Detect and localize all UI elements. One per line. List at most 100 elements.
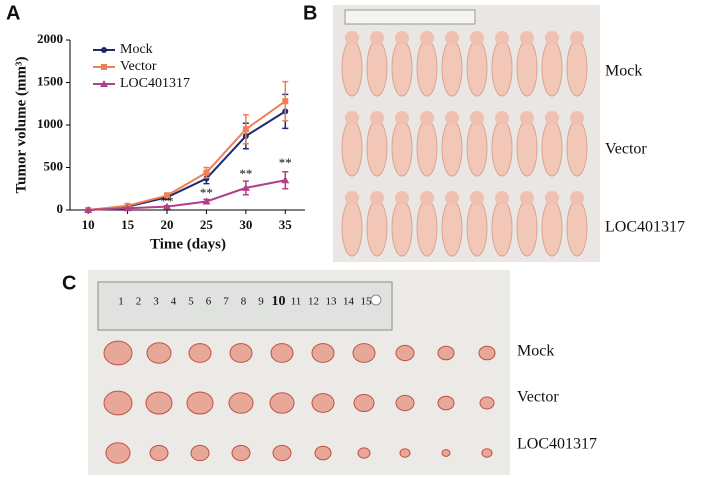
mouse bbox=[541, 39, 563, 97]
tumor bbox=[357, 447, 371, 459]
mouse-head bbox=[520, 191, 534, 205]
tumor bbox=[311, 393, 335, 413]
mouse-head bbox=[370, 191, 384, 205]
mouse-head bbox=[370, 111, 384, 125]
mouse bbox=[466, 199, 488, 257]
mouse-head bbox=[445, 111, 459, 125]
mouse bbox=[516, 39, 538, 97]
mouse bbox=[416, 39, 438, 97]
ruler-number: 2 bbox=[136, 296, 142, 308]
mouse bbox=[366, 39, 388, 97]
mouse bbox=[341, 119, 363, 177]
legend-label: Mock bbox=[120, 42, 153, 57]
mouse-head bbox=[545, 191, 559, 205]
series-line bbox=[88, 179, 286, 211]
mouse-head bbox=[470, 31, 484, 45]
tumors bbox=[103, 340, 496, 464]
panel-label: A bbox=[6, 2, 20, 24]
ruler-number: 12 bbox=[308, 296, 319, 308]
mouse-head bbox=[570, 191, 584, 205]
mouse bbox=[366, 199, 388, 257]
tumor bbox=[395, 394, 415, 412]
tumor bbox=[270, 343, 294, 363]
mouse bbox=[566, 119, 588, 177]
ruler bbox=[344, 9, 476, 25]
annotation: ** bbox=[239, 166, 252, 181]
tumor bbox=[231, 444, 251, 462]
marker bbox=[101, 47, 107, 53]
mouse-head bbox=[470, 191, 484, 205]
ruler-number: 13 bbox=[326, 296, 338, 308]
marker bbox=[84, 206, 93, 213]
series-line bbox=[88, 100, 286, 211]
marker bbox=[242, 126, 249, 133]
ruler-number: 14 bbox=[343, 296, 355, 308]
mouse bbox=[491, 199, 513, 257]
tumor bbox=[186, 391, 214, 415]
mouse-head bbox=[395, 31, 409, 45]
tumor bbox=[229, 343, 253, 363]
tumor bbox=[311, 343, 335, 363]
mouse-head bbox=[495, 31, 509, 45]
mouse bbox=[391, 39, 413, 97]
mice bbox=[341, 31, 588, 257]
marker bbox=[282, 98, 289, 105]
tumor bbox=[146, 342, 172, 364]
mouse bbox=[441, 39, 463, 97]
mouse bbox=[341, 199, 363, 257]
y-tick-label: 2000 bbox=[37, 31, 63, 46]
ruler-number: 9 bbox=[258, 296, 264, 308]
tumor bbox=[103, 390, 133, 416]
x-tick-label: 20 bbox=[160, 217, 173, 232]
mouse bbox=[566, 199, 588, 257]
y-tick-label: 1000 bbox=[37, 116, 63, 131]
mouse-head bbox=[570, 111, 584, 125]
x-axis-label: Time (days) bbox=[150, 236, 226, 252]
ruler-number: 5 bbox=[188, 296, 194, 308]
ruler-hole bbox=[370, 294, 382, 306]
marker bbox=[101, 64, 107, 70]
row-label: LOC401317 bbox=[605, 219, 685, 236]
mouse bbox=[541, 119, 563, 177]
marker bbox=[163, 192, 170, 199]
mouse-head bbox=[345, 191, 359, 205]
mouse-head bbox=[345, 31, 359, 45]
mouse-head bbox=[420, 31, 434, 45]
marker bbox=[203, 169, 210, 176]
tumor bbox=[105, 442, 131, 464]
ruler-number: 11 bbox=[291, 296, 302, 308]
mouse bbox=[491, 119, 513, 177]
tumor bbox=[353, 394, 375, 412]
y-tick-label: 500 bbox=[44, 158, 64, 173]
ruler-number: 8 bbox=[241, 296, 247, 308]
panel-label: C bbox=[62, 272, 76, 294]
annotation: ** bbox=[200, 185, 213, 200]
y-axis-label: Tumor volume (mm³) bbox=[13, 57, 29, 194]
tumor bbox=[352, 343, 376, 363]
tumor bbox=[228, 392, 254, 414]
ruler-number: 15 bbox=[361, 296, 373, 308]
mouse bbox=[441, 199, 463, 257]
mouse-head bbox=[470, 111, 484, 125]
ruler-number: 1 bbox=[118, 296, 124, 308]
tumor bbox=[272, 444, 292, 462]
marker bbox=[162, 202, 171, 210]
x-tick-label: 10 bbox=[82, 217, 95, 232]
ruler-number: 4 bbox=[171, 296, 177, 308]
marker bbox=[281, 176, 290, 184]
ruler-number: 10 bbox=[272, 294, 286, 309]
x-tick-label: 30 bbox=[239, 217, 252, 232]
mouse-head bbox=[545, 111, 559, 125]
tumor bbox=[441, 449, 451, 457]
mouse-head bbox=[345, 111, 359, 125]
mouse-head bbox=[445, 191, 459, 205]
mouse-head bbox=[395, 191, 409, 205]
mouse-head bbox=[420, 191, 434, 205]
tumor bbox=[145, 391, 173, 415]
x-tick-label: 25 bbox=[200, 217, 214, 232]
marker bbox=[241, 183, 250, 191]
mouse-head bbox=[495, 111, 509, 125]
mouse bbox=[391, 119, 413, 177]
tumor bbox=[269, 392, 295, 414]
